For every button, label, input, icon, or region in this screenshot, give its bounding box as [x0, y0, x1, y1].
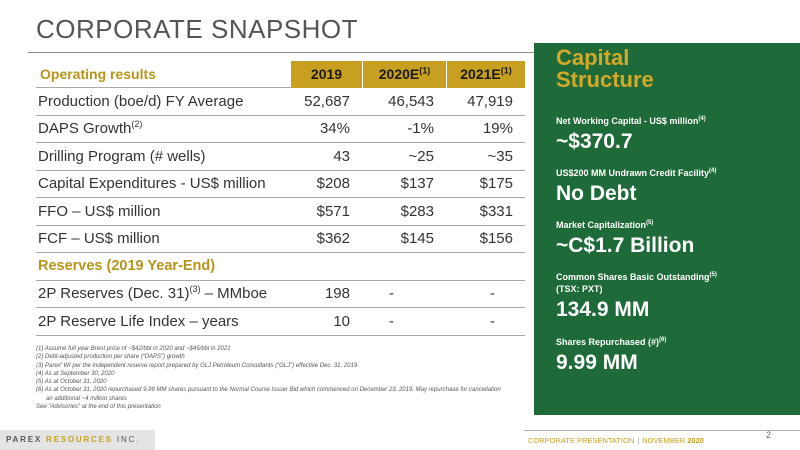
capital-structure-title: Capital Structure — [556, 45, 654, 92]
table-row: DAPS Growth(2) 34% -1% 19% — [36, 116, 525, 143]
footnote: an additional ~4 million shares — [46, 395, 127, 402]
table-row: FFO – US$ million $571 $283 $331 — [36, 198, 525, 226]
table-header-label: Operating results — [40, 66, 156, 82]
capital-item-value: 9.99 MM — [556, 351, 638, 374]
page-number: 2 — [766, 430, 772, 440]
table-row: 2P Reserve Life Index – years 10 - - — [36, 308, 525, 336]
reserves-section-header: Reserves (2019 Year-End) — [36, 253, 525, 281]
footnote: (5) As at October 31, 2020 — [36, 379, 107, 386]
capital-item-shares-outstanding: Common Shares Basic Outstanding(5) (TSX:… — [556, 271, 796, 323]
footnotes: (1) Assume full year Brent price of ~$42… — [36, 345, 536, 411]
footnote: (2) Debt-adjusted production per share (… — [36, 354, 185, 361]
title-divider — [28, 52, 788, 53]
table-row: Capital Expenditures - US$ million $208 … — [36, 171, 525, 198]
capital-item-label: Net Working Capital - US$ million(4) — [556, 116, 706, 126]
table-row: Drilling Program (# wells) 43 ~25 ~35 — [36, 143, 525, 171]
capital-item-shares-repurchased: Shares Repurchased (#)(6) 9.99 MM — [556, 336, 796, 376]
column-header-2021e: 2021E(1) — [446, 60, 525, 88]
column-header-2020e: 2020E(1) — [362, 60, 446, 88]
table-header-row: Operating results 2019 2020E(1) 2021E(1) — [36, 60, 525, 88]
footnote: (4) As at September 30, 2020 — [36, 370, 115, 377]
operating-results-table: Operating results 2019 2020E(1) 2021E(1)… — [36, 60, 525, 336]
capital-item-label: US$200 MM Undrawn Credit Facility(4) — [556, 168, 717, 178]
footer-caption: CORPORATE PRESENTATION | NOVEMBER 2020 — [528, 436, 704, 445]
footer-logo-bar — [0, 430, 155, 450]
capital-item-value: No Debt — [556, 182, 637, 205]
capital-item-value: 134.9 MM — [556, 298, 650, 321]
capital-item-label: Market Capitalization(5) — [556, 220, 654, 230]
capital-item-credit-facility: US$200 MM Undrawn Credit Facility(4) No … — [556, 167, 796, 207]
table-row: Production (boe/d) FY Average 52,687 46,… — [36, 88, 525, 116]
column-header-2019: 2019 — [291, 60, 362, 88]
capital-item-value: ~C$1.7 Billion — [556, 234, 695, 257]
capital-item-market-cap: Market Capitalization(5) ~C$1.7 Billion — [556, 219, 796, 259]
capital-item-label: Shares Repurchased (#)(6) — [556, 337, 667, 347]
footnote: See “Advisories” at the end of this pres… — [36, 404, 161, 411]
capital-structure-panel: Capital Structure Net Working Capital - … — [534, 43, 800, 415]
footnote: (1) Assume full year Brent price of ~$42… — [36, 346, 231, 352]
capital-item-working-capital: Net Working Capital - US$ million(4) ~$3… — [556, 115, 796, 155]
footnote: (6) As at October 31, 2020 repurchased 9… — [36, 387, 501, 394]
footer-divider — [524, 430, 800, 431]
capital-item-label: Common Shares Basic Outstanding(5) — [556, 272, 717, 282]
table-row: 2P Reserves (Dec. 31)(3) – MMboe 198 - - — [36, 281, 525, 308]
capital-item-label-ticker: (TSX: PXT) — [556, 284, 603, 294]
footnote: (3) Parex’ WI per the independent reserv… — [36, 362, 358, 369]
table-row: FCF – US$ million $362 $145 $156 — [36, 226, 525, 253]
company-logo: PAREX RESOURCES INC. — [6, 435, 141, 444]
capital-item-value: ~$370.7 — [556, 130, 633, 153]
page-title: CORPORATE SNAPSHOT — [36, 14, 359, 44]
